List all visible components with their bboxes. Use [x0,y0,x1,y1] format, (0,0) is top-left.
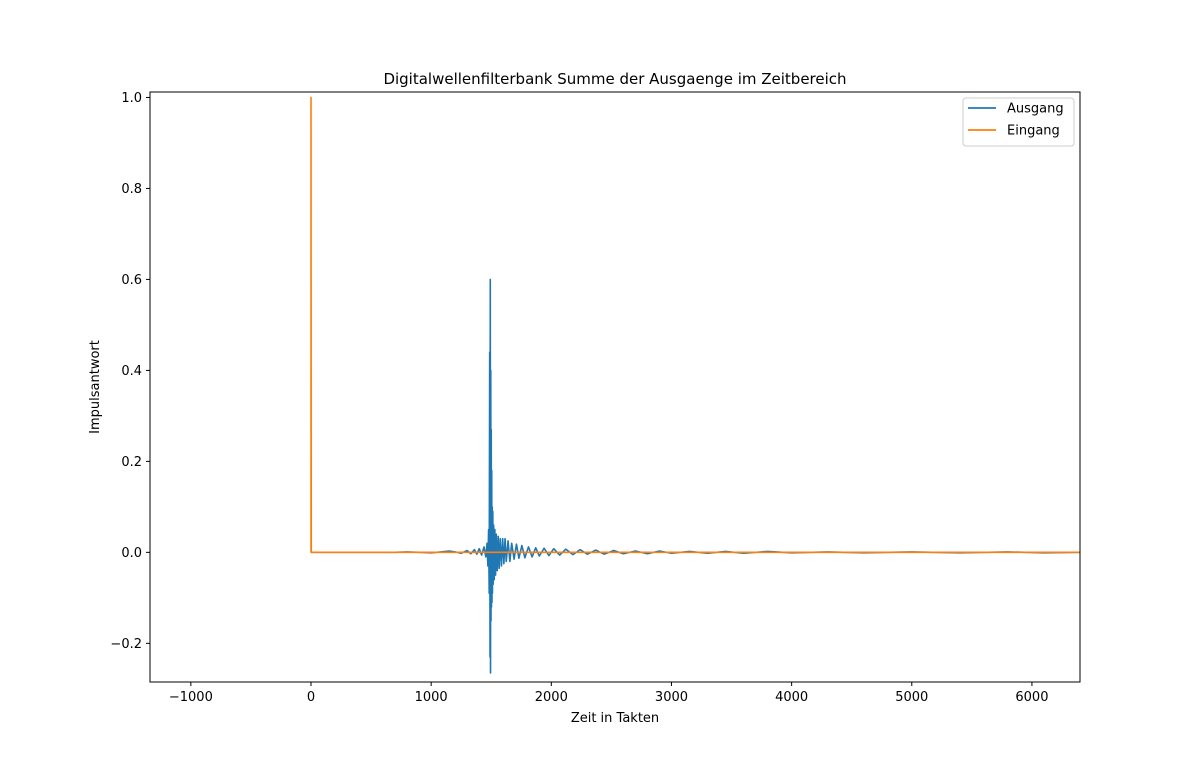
x-axis: −1000 0 1000 2000 3000 4000 5000 6000 [169,682,1048,705]
y-tick-label: 1.0 [121,91,142,106]
x-tick-label: 5000 [895,690,928,705]
plot-background [150,92,1080,682]
plot-area [149,91,1081,683]
x-tick-label: 1000 [415,690,448,705]
legend-label-ausgang: Ausgang [1007,102,1064,117]
x-tick-label: 4000 [775,690,808,705]
y-tick-label: 0.0 [121,546,142,561]
y-axis: −0.2 0.0 0.2 0.4 0.6 0.8 1.0 [110,91,150,652]
chart-title: Digitalwellenfilterbank Summe der Ausgae… [383,70,846,88]
legend-box [962,97,1075,147]
y-tick-label: 0.2 [121,455,142,470]
x-tick-label: 6000 [1015,690,1048,705]
y-tick-label: −0.2 [110,637,142,652]
x-tick-label: 0 [307,690,315,705]
series-line-eingang [310,96,1080,554]
legend-label-eingang: Eingang [1007,124,1060,139]
legend: Ausgang Eingang [962,97,1075,147]
x-tick-label: 3000 [655,690,688,705]
y-tick-label: 0.8 [121,182,142,197]
y-tick-label: 0.6 [121,273,142,288]
x-tick-label: −1000 [169,690,213,705]
plot-frame [149,91,1081,683]
x-axis-label: Zeit in Takten [571,711,659,726]
y-tick-label: 0.4 [121,364,142,379]
x-tick-label: 2000 [535,690,568,705]
y-axis-label: Impulsantwort [88,340,103,434]
series-layer [310,96,1080,674]
